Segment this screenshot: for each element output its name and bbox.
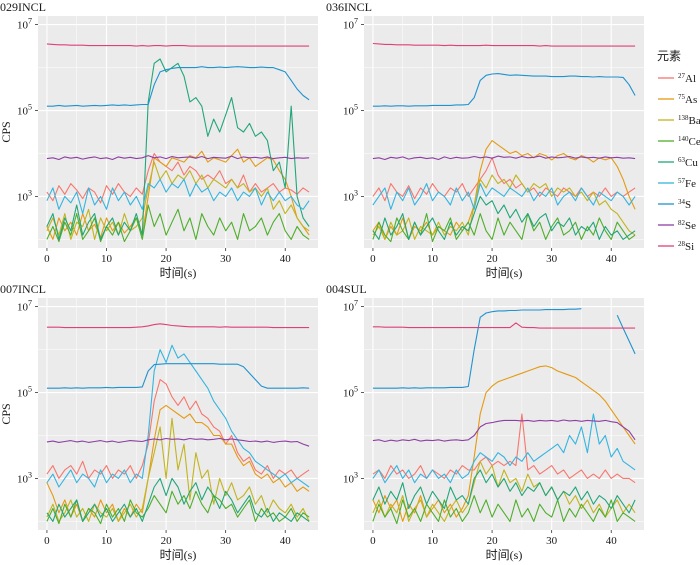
panel-title: 029INCL <box>0 0 46 14</box>
y-axis-label: CPS <box>0 403 13 424</box>
series-line-al <box>372 413 636 484</box>
series-line-ce <box>46 204 310 243</box>
panel-background <box>364 298 644 530</box>
x-tick-label: 10 <box>427 253 439 265</box>
y-tick-label: 103 <box>17 470 32 485</box>
legend-label-al: 27Al <box>678 72 696 85</box>
x-tick-label: 0 <box>370 535 376 547</box>
series-line-si <box>46 43 310 47</box>
panel-title: 004SUL <box>326 282 367 296</box>
y-tick-label: 105 <box>343 103 358 118</box>
legend-title: 元素 <box>657 49 681 63</box>
series-line-as <box>372 365 636 522</box>
x-tick-label: 10 <box>101 253 113 265</box>
x-tick-label: 10 <box>427 535 439 547</box>
x-tick-label: 0 <box>44 253 50 265</box>
series-line-as <box>372 140 636 240</box>
legend-label-fe: 57Fe <box>678 177 696 190</box>
y-tick-label: 103 <box>343 470 358 485</box>
panel-title: 007INCL <box>0 282 46 296</box>
panel-004sul: 004SUL 103 105 107 0 10 20 30 40 时间(s) <box>326 282 644 562</box>
series-line-si <box>372 322 636 329</box>
series-line-si <box>46 323 310 329</box>
x-tick-label: 20 <box>487 535 499 547</box>
series-line-fe <box>46 344 310 488</box>
x-axis-label: 时间(s) <box>160 266 197 280</box>
legend-label-ce: 140Ce <box>678 135 700 148</box>
series-line-ba <box>372 174 636 240</box>
series-line-al <box>372 157 636 202</box>
legend-label-ba: 138Ba <box>678 114 700 127</box>
series-line-cu <box>372 469 636 514</box>
series-line-al <box>46 152 310 204</box>
legend-label-as: 75As <box>678 93 697 106</box>
x-tick-label: 20 <box>161 253 173 265</box>
x-tick-label: 30 <box>220 535 232 547</box>
x-tick-label: 30 <box>546 253 558 265</box>
y-tick-label: 105 <box>17 385 32 400</box>
panel-background <box>364 16 644 248</box>
legend-label-cu: 63Cu <box>678 156 698 169</box>
series-line-s <box>46 66 310 107</box>
series-line-as <box>46 404 310 522</box>
y-tick-label: 107 <box>343 299 358 314</box>
series-line-ce <box>372 495 636 525</box>
series-line-cu <box>46 477 310 522</box>
x-tick-label: 40 <box>280 253 292 265</box>
series-line-fe <box>372 413 636 484</box>
x-axis-label: 时间(s) <box>486 548 523 562</box>
series-line-s <box>372 73 636 107</box>
series-line-s <box>372 308 636 389</box>
series-line-s <box>46 363 310 389</box>
x-tick-label: 20 <box>487 253 499 265</box>
x-tick-label: 40 <box>606 253 618 265</box>
legend-label-se: 82Se <box>678 219 696 232</box>
series-line-fe <box>372 183 636 210</box>
series-line-se <box>46 437 310 447</box>
y-tick-label: 107 <box>343 17 358 32</box>
y-tick-label: 103 <box>343 188 358 203</box>
series-line-as <box>46 148 310 240</box>
y-tick-label: 105 <box>343 385 358 400</box>
x-tick-label: 20 <box>161 535 173 547</box>
x-axis-label: 时间(s) <box>160 548 197 562</box>
series-line-fe <box>46 178 310 215</box>
y-tick-label: 107 <box>17 17 32 32</box>
panel-029incl: 029INCL 103 105 107 0 10 20 30 40 时间(s) CPS <box>0 0 318 280</box>
panel-007incl: 007INCL 103 105 107 0 10 20 30 40 时间(s) CPS <box>0 282 318 562</box>
panel-036incl: 036INCL 103 105 107 0 10 20 30 40 时间(s) <box>326 0 644 280</box>
y-tick-label: 107 <box>17 299 32 314</box>
series-line-se <box>372 419 636 443</box>
x-tick-label: 40 <box>280 535 292 547</box>
series-line-si <box>372 42 636 47</box>
legend: 元素 27Al 75As 138Ba 140Ce 63Cu 57Fe 34S 82Se 28Si <box>657 49 700 253</box>
x-tick-label: 30 <box>546 535 558 547</box>
y-tick-label: 103 <box>17 188 32 203</box>
x-tick-label: 10 <box>101 535 113 547</box>
panel-background <box>38 16 318 248</box>
x-tick-label: 40 <box>606 535 618 547</box>
series-line-ba <box>372 460 636 522</box>
legend-label-si: 28Si <box>678 240 694 253</box>
y-tick-label: 105 <box>17 103 32 118</box>
series-line-ba <box>46 417 310 522</box>
x-tick-label: 30 <box>220 253 232 265</box>
series-line-cu <box>46 58 310 240</box>
series-line-se <box>372 155 636 161</box>
y-axis-label: CPS <box>0 121 13 142</box>
x-tick-label: 0 <box>370 253 376 265</box>
x-axis-label: 时间(s) <box>486 266 523 280</box>
series-line-cu <box>372 195 636 240</box>
series-line-se <box>46 155 310 161</box>
x-tick-label: 0 <box>44 535 50 547</box>
panel-title: 036INCL <box>326 0 372 14</box>
legend-label-s: 34S <box>678 198 691 211</box>
